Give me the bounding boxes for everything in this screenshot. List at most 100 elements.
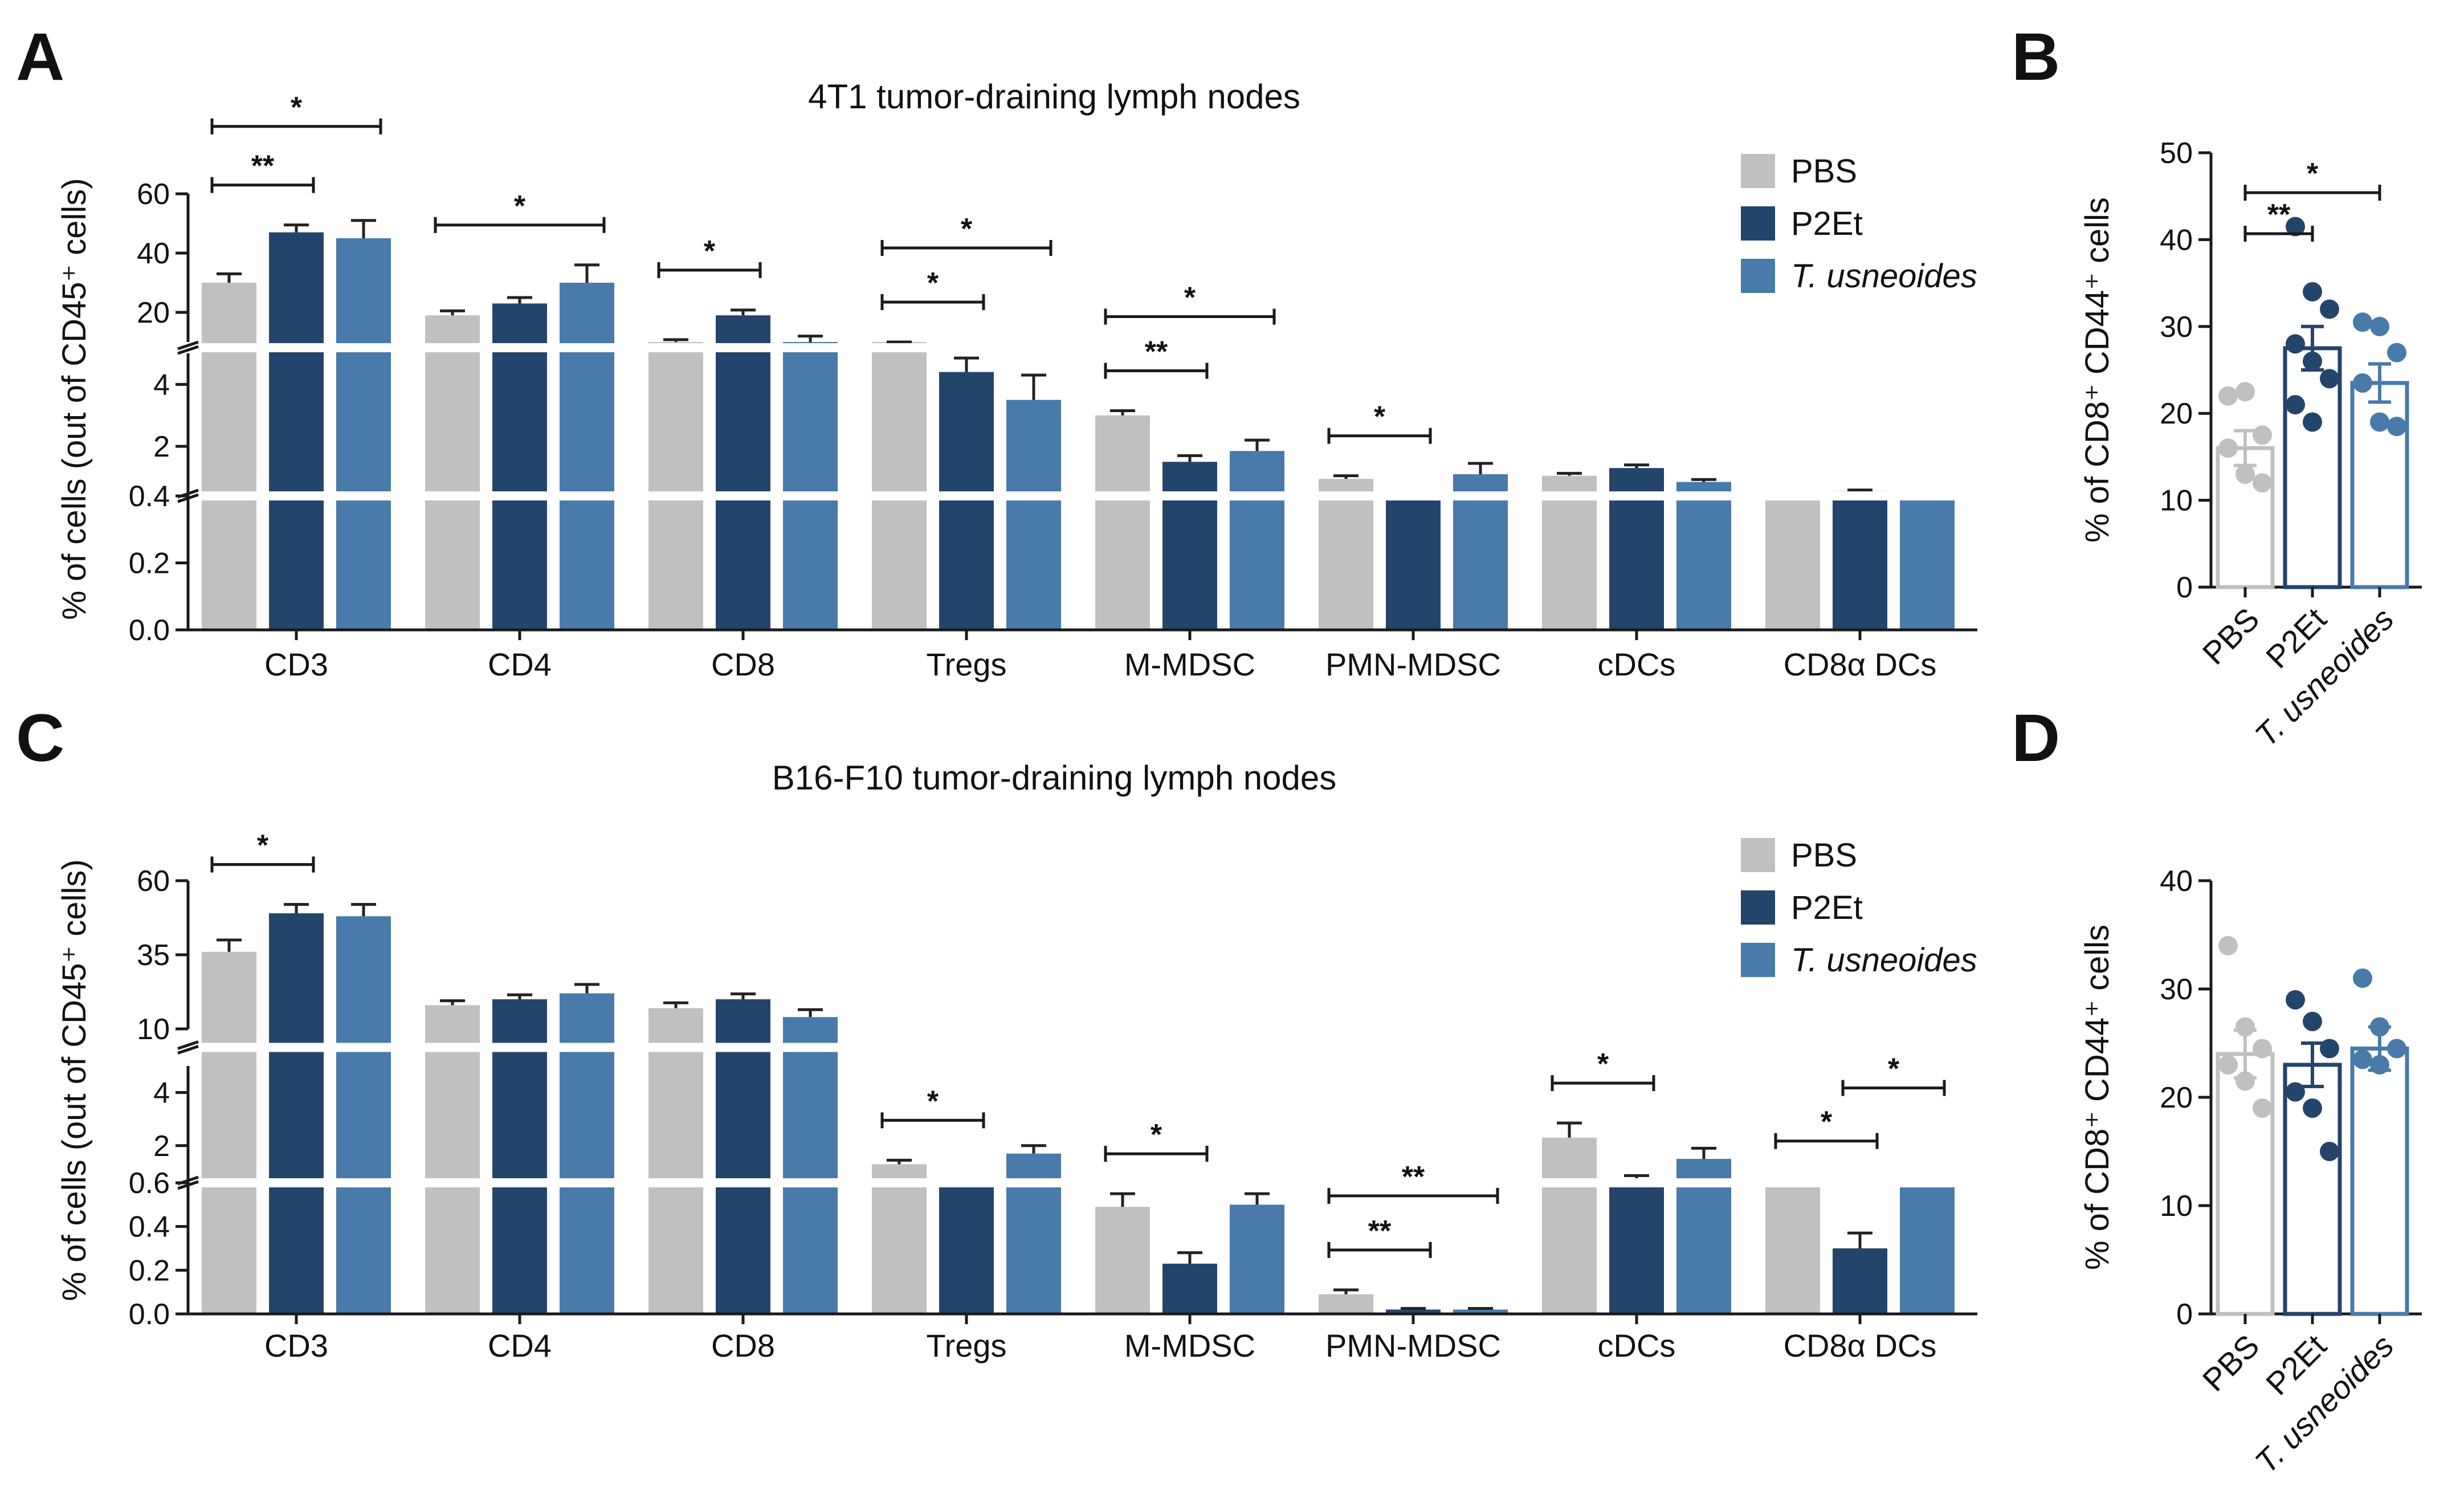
bar-pbs [2216, 1052, 2275, 1316]
significance-marker: * [1597, 1048, 1609, 1081]
error-bar-cdcs-t-usneoides [1691, 1146, 1716, 1159]
error-bar-cd8-dcs-p2et [1847, 1231, 1873, 1248]
category-label-tregs: Tregs [926, 646, 1006, 682]
data-point-p2et [2286, 990, 2305, 1010]
bar-cd8-t-usneoides [783, 1017, 838, 1314]
significance-bracket-cd4 [434, 217, 606, 233]
bar-cd3-t-usneoides [336, 916, 391, 1314]
significance-marker: * [1184, 282, 1196, 315]
category-label-m-mdsc: M-MDSC [1124, 646, 1255, 682]
data-point-pbs [2235, 464, 2255, 484]
y-axis-break-mark [177, 1040, 199, 1055]
legend-label-t-usneoides: T. usneoides [1791, 942, 1977, 979]
category-label-cdcs: cDCs [1598, 646, 1676, 682]
y-tick-label: 0 [2176, 1298, 2193, 1331]
bar-chart-a: 4T1 tumor-draining lymph nodes CD3 CD4 CD8 T… [56, 78, 2014, 682]
data-point-pbs [2235, 1071, 2255, 1091]
data-point-t-usneoides [2353, 1049, 2372, 1069]
error-bar-cd3-p2et [284, 223, 309, 233]
error-bar-tregs-p2et [954, 356, 979, 372]
chart-title: 4T1 tumor-draining lymph nodes [808, 78, 1300, 116]
y-tick-label: 10 [137, 1013, 170, 1046]
y-tick-label: 0.2 [129, 1254, 170, 1287]
legend-swatch-t-usneoides [1741, 943, 1775, 977]
significance-bracket-m-mdsc [1104, 363, 1209, 379]
error-bar-cd8-pbs [663, 338, 688, 342]
y-tick-label: 10 [2160, 1190, 2193, 1223]
significance-bracket-m-mdsc [1104, 1146, 1209, 1162]
error-bar-m-mdsc-pbs [1110, 1192, 1135, 1207]
error-bar-cd8-p2et [731, 308, 756, 316]
data-point-p2et [2286, 1082, 2305, 1102]
significance-marker: ** [251, 150, 275, 183]
bar-cdcs-pbs [1542, 1137, 1597, 1314]
error-bar-pmn-mdsc-pbs [1333, 474, 1359, 479]
significance-marker: ** [1368, 1215, 1392, 1248]
data-point-t-usneoides [2353, 312, 2372, 332]
significance-marker: * [1888, 1053, 1900, 1086]
y-tick-label: 60 [137, 865, 170, 898]
error-bar-cd3-pbs [217, 272, 242, 283]
category-label-pbs: PBS [2196, 601, 2266, 671]
error-bar-cd4-p2et [507, 296, 532, 304]
data-point-pbs [2218, 386, 2238, 406]
bar-m-mdsc-t-usneoides [1230, 451, 1284, 630]
error-bar-cd3-t-usneoides [351, 219, 376, 238]
error-bar-cd3-p2et [284, 903, 309, 914]
error-bar-tregs-pbs [887, 1158, 912, 1165]
y-tick-label: 0.0 [129, 1298, 170, 1331]
data-point-t-usneoides [2387, 343, 2406, 363]
y-tick-label: 0.2 [129, 547, 170, 580]
bar-m-mdsc-pbs [1095, 415, 1150, 630]
significance-bracket-pmn-mdsc [1327, 428, 1432, 444]
y-tick-label: 30 [2160, 311, 2193, 344]
error-bar-m-mdsc-p2et [1177, 454, 1202, 462]
category-label-cd4: CD4 [488, 1328, 552, 1364]
y-tick-label: 30 [2160, 973, 2193, 1006]
significance-marker: ** [1402, 1161, 1425, 1194]
data-point-pbs [2218, 1055, 2238, 1074]
significance-bracket-cdcs [1551, 1075, 1655, 1092]
significance-bracket-pmn-mdsc [1327, 1242, 1432, 1258]
category-label-cd4: CD4 [488, 646, 552, 682]
bar-cd8-dcs-pbs [1765, 1182, 1820, 1314]
data-point-p2et [2303, 1012, 2322, 1031]
data-point-pbs [2253, 473, 2272, 493]
data-point-t-usneoides [2387, 417, 2406, 437]
bar-cd8-p2et [716, 315, 770, 630]
error-bar-cd8-t-usneoides [798, 1008, 823, 1017]
error-bar-cd8-t-usneoides [798, 335, 823, 342]
category-label-m-mdsc: M-MDSC [1124, 1328, 1255, 1364]
legend-swatch-p2et [1741, 206, 1775, 241]
bar-cd8-pbs [648, 1008, 703, 1314]
category-label-cdcs: cDCs [1598, 1328, 1676, 1364]
error-bar-cd4-t-usneoides [574, 983, 599, 994]
category-label-pmn-mdsc: PMN-MDSC [1325, 1328, 1501, 1364]
bar-pmn-mdsc-pbs [1319, 479, 1373, 630]
bar-cd8-t-usneoides [783, 342, 838, 630]
axis-break-gap-1 [190, 343, 2014, 352]
data-point-p2et [2286, 334, 2305, 354]
error-bar-cd3-pbs [217, 938, 242, 952]
bar-tregs-p2et [939, 1181, 994, 1314]
significance-bracket [2243, 226, 2314, 242]
error-bar-m-mdsc-p2et [1177, 1251, 1202, 1264]
data-point-pbs [2235, 382, 2255, 402]
error-bar-t-usneoides [2368, 362, 2391, 404]
y-tick-label: 4 [153, 1077, 170, 1110]
data-point-p2et [2303, 1098, 2322, 1118]
bar-cd8-dcs-t-usneoides [1900, 494, 1955, 630]
y-tick-label: 50 [2160, 137, 2193, 170]
data-point-t-usneoides [2370, 1055, 2389, 1074]
category-label-tregs: Tregs [926, 1328, 1006, 1364]
data-point-t-usneoides [2370, 1017, 2389, 1037]
legend-label-t-usneoides: T. usneoides [1791, 258, 1977, 295]
data-point-t-usneoides [2387, 1039, 2406, 1059]
y-tick-label: 20 [137, 296, 170, 329]
y-tick-label: 60 [137, 178, 170, 211]
significance-marker: * [927, 1085, 939, 1118]
category-label-pbs: PBS [2196, 1328, 2266, 1398]
category-label-cd8-dcs: CD8α DCs [1784, 646, 1937, 682]
significance-bracket-pmn-mdsc [1327, 1187, 1499, 1204]
